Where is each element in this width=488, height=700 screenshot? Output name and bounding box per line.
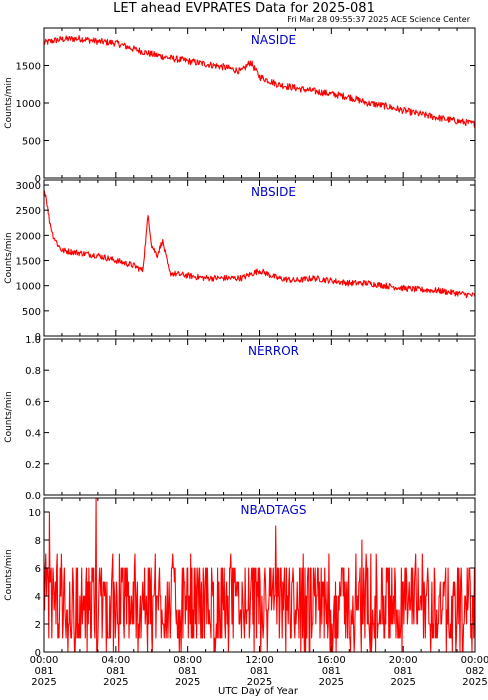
y-tick-label: 500 (22, 307, 41, 318)
x-tick-doy: 081 (106, 666, 125, 677)
x-tick-time: 20:00 (389, 655, 418, 666)
y-tick-label: 0.6 (25, 397, 41, 408)
x-tick-doy: 082 (465, 666, 484, 677)
panel-title: NBADTAGS (241, 503, 307, 517)
chart-title: LET ahead EVPRATES Data for 2025-081 (113, 1, 375, 16)
y-tick-label: 1.0 (25, 335, 41, 346)
y-tick-label: 2 (35, 620, 41, 631)
x-tick-time: 08:00 (173, 655, 202, 666)
x-axis-label: UTC Day of Year (218, 686, 299, 697)
x-tick-year: 2025 (390, 677, 415, 688)
timestamp: Fri Mar 28 09:55:37 2025 ACE Science Cen… (287, 15, 471, 24)
x-tick-year: 2025 (247, 677, 272, 688)
x-tick-time: 16:00 (317, 655, 346, 666)
x-tick-doy: 081 (178, 666, 197, 677)
y-tick-label: 0 (35, 174, 41, 185)
panel-nerror: NERROR Counts/min 0.0 0.2 0.4 0.6 0.8 1.0 (4, 335, 476, 502)
y-axis-label: Counts/min (4, 549, 14, 600)
y-tick-label: 1000 (16, 282, 41, 293)
x-tick-doy: 081 (250, 666, 269, 677)
series-line-nbadtags (43, 497, 476, 653)
x-tick-labels: 00:00081202504:00081202508:00081202512:0… (30, 655, 488, 688)
y-tick-label: 3000 (16, 181, 41, 192)
panel-title: NERROR (248, 344, 299, 358)
x-tick-year: 2025 (319, 677, 344, 688)
y-tick-label: 500 (22, 137, 41, 148)
y-tick-label: 0.2 (25, 460, 41, 471)
panel-title: NBSIDE (251, 185, 296, 199)
y-tick-label: 0 (35, 332, 41, 343)
y-tick-label: 10 (28, 508, 41, 519)
y-tick-label: 0 (35, 648, 41, 659)
panel-title: NASIDE (251, 33, 296, 47)
series-line-naside (43, 34, 476, 128)
panel-naside: NASIDE Counts/min 0 500 1000 1500 (4, 27, 476, 185)
y-axis-label: Counts/min (4, 77, 14, 128)
y-tick-label: 0.4 (25, 429, 41, 440)
x-tick-year: 2025 (103, 677, 128, 688)
y-axis-label: Counts/min (4, 391, 14, 442)
panel-frame (43, 27, 476, 179)
y-tick-label: 4 (35, 592, 41, 603)
x-tick-time: 12:00 (245, 655, 274, 666)
panel-nbside: NBSIDE Counts/min 0 500 1000 1500 2000 2500 3000 (4, 179, 476, 343)
series-line-nbside (43, 190, 476, 299)
x-tick-time: 00:00 (30, 655, 59, 666)
x-tick-time: 04:00 (101, 655, 130, 666)
y-tick-label: 1000 (16, 99, 41, 110)
x-tick-year: 2025 (175, 677, 200, 688)
x-tick-year: 2025 (31, 677, 56, 688)
panels: NASIDECounts/min050010001500NBSIDECounts… (4, 27, 488, 688)
y-tick-label: 0.8 (25, 366, 41, 377)
x-tick-doy: 081 (322, 666, 341, 677)
y-tick-label: 6 (35, 564, 41, 575)
y-tick-label: 2000 (16, 231, 41, 242)
x-tick-year: 2025 (462, 677, 487, 688)
y-axis-label: Counts/min (4, 232, 14, 283)
y-tick-label: 2500 (16, 206, 41, 217)
x-tick-doy: 081 (394, 666, 413, 677)
x-tick-doy: 081 (34, 666, 53, 677)
x-tick-time: 00:00 (461, 655, 488, 666)
y-tick-label: 1500 (16, 62, 41, 73)
y-tick-label: 8 (35, 536, 41, 547)
y-tick-label: 1500 (16, 257, 41, 268)
y-tick-label: 0.0 (25, 491, 41, 502)
panel-frame (43, 338, 476, 496)
panel-nbadtags: NBADTAGS Counts/min 0 2 4 6 8 10 (4, 497, 476, 659)
